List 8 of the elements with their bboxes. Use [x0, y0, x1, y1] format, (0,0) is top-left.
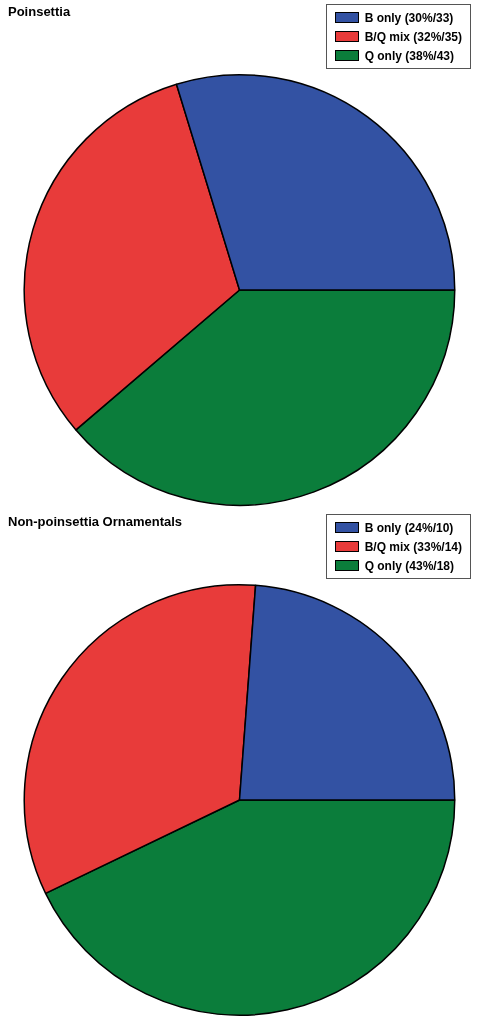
legend-label: B/Q mix (33%/14) [364, 539, 462, 554]
chart-title: Non-poinsettia Ornamentals [8, 514, 183, 529]
legend-label: Q only (38%/43) [364, 48, 454, 63]
legend-label: Q only (43%/18) [364, 558, 454, 573]
legend-label: B only (24%/10) [364, 520, 454, 535]
chart-title: Poinsettia [8, 4, 71, 19]
legend-label: B/Q mix (32%/35) [364, 29, 462, 44]
legend-label: B only (30%/33) [364, 10, 454, 25]
